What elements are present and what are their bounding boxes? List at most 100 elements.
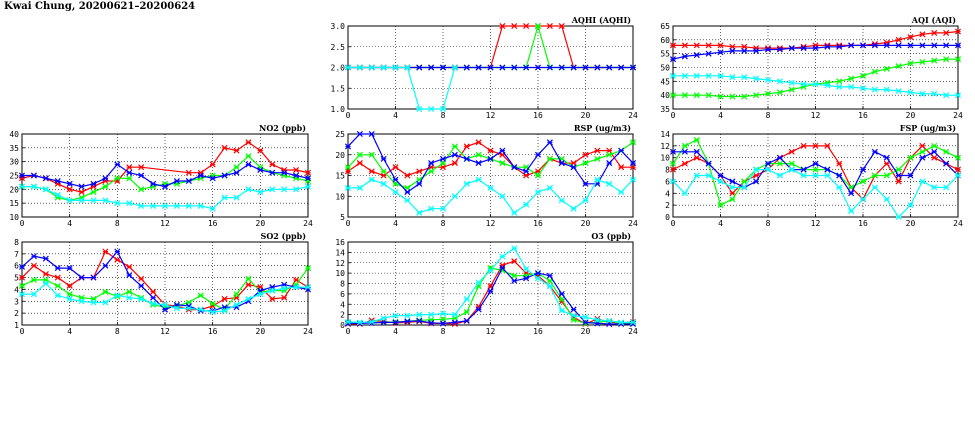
y-tick-label: 14 [335,248,345,257]
data-point [114,292,121,299]
data-point [606,317,613,324]
data-point [570,205,577,212]
data-point [629,64,637,71]
y-tick-label: 8 [14,238,19,247]
x-tick-label: 4 [393,111,398,120]
plot-frame [672,25,959,110]
y-tick-label: 60 [660,36,670,45]
data-point [594,64,601,71]
data-point [356,160,363,167]
x-tick-label: 20 [256,327,266,336]
x-tick-label: 24 [953,219,963,228]
x-tick-label: 0 [671,111,676,120]
data-point [717,172,724,179]
data-point [606,64,613,71]
data-point [487,147,494,154]
data-point [788,148,795,155]
data-point [221,172,228,179]
data-point [380,155,387,162]
y-tick-label: 12 [660,142,670,151]
data-point [475,151,482,158]
data-point [907,202,914,209]
data-point [293,172,300,179]
data-point [428,205,435,212]
x-tick-label: 16 [533,327,543,336]
data-point [895,36,902,43]
chart-title: AQHI (AQHI) [571,15,632,25]
data-point [618,164,625,171]
data-point [523,64,530,71]
data-point [511,22,518,30]
data-point [546,139,553,146]
data-point [499,262,506,269]
data-point [800,83,807,90]
data-point [582,151,589,158]
data-point [681,148,688,155]
data-point [356,130,363,138]
data-point [534,151,542,158]
y-tick-label: 8 [665,166,670,175]
y-tick-label: 2 [340,311,345,320]
x-tick-label: 8 [766,219,771,228]
data-point [380,180,387,187]
data-point [221,144,228,151]
data-point [511,209,518,216]
data-point [499,160,506,167]
data-point [871,42,878,49]
data-point [883,196,890,203]
data-point [594,316,601,323]
data-point [233,164,240,171]
y-tick-label: 8 [340,280,345,289]
data-point [836,172,843,179]
y-tick-label: 35 [660,105,670,114]
data-point [30,262,37,269]
data-point [463,143,470,150]
data-point [717,93,724,100]
data-point [114,256,121,263]
data-point [30,172,37,179]
data-point [150,180,157,187]
data-point [582,180,589,187]
y-tick-label: 10 [335,192,345,201]
data-point [499,253,506,260]
data-point [90,274,97,281]
data-point [281,294,288,301]
x-tick-label: 24 [628,327,638,336]
data-point [919,178,926,185]
x-tick-label: 0 [346,219,351,228]
data-point [741,74,748,81]
data-point [741,184,748,191]
x-tick-label: 12 [160,327,170,336]
data-point [954,166,962,173]
data-point [776,154,783,161]
data-point [428,105,435,113]
data-point [451,143,458,150]
data-point [428,64,435,71]
data-point [66,282,73,289]
data-point [669,160,677,167]
x-tick-label: 16 [533,219,543,228]
x-tick-label: 0 [346,327,351,336]
data-point [836,78,843,85]
data-point [304,284,312,291]
data-point [356,64,363,71]
data-point [848,208,855,215]
data-point [511,164,518,171]
data-point [764,166,772,173]
data-point [871,172,878,179]
data-point [954,154,962,161]
data-point [368,151,375,158]
y-tick-label: 40 [9,130,19,139]
chart-rsp: RSP (ug/m3) 0 4 8 12 16 20 24 5 10 15 20 25 [335,123,638,228]
data-point [629,139,637,146]
chart-title: O3 (ppb) [591,231,631,241]
x-tick-label: 8 [441,111,446,120]
data-point [161,183,169,190]
data-point [681,72,688,79]
x-tick-label: 24 [303,327,313,336]
x-tick-label: 4 [718,219,723,228]
data-point [368,318,375,325]
data-point [78,183,85,190]
series-line [347,133,634,193]
data-point [416,317,423,324]
